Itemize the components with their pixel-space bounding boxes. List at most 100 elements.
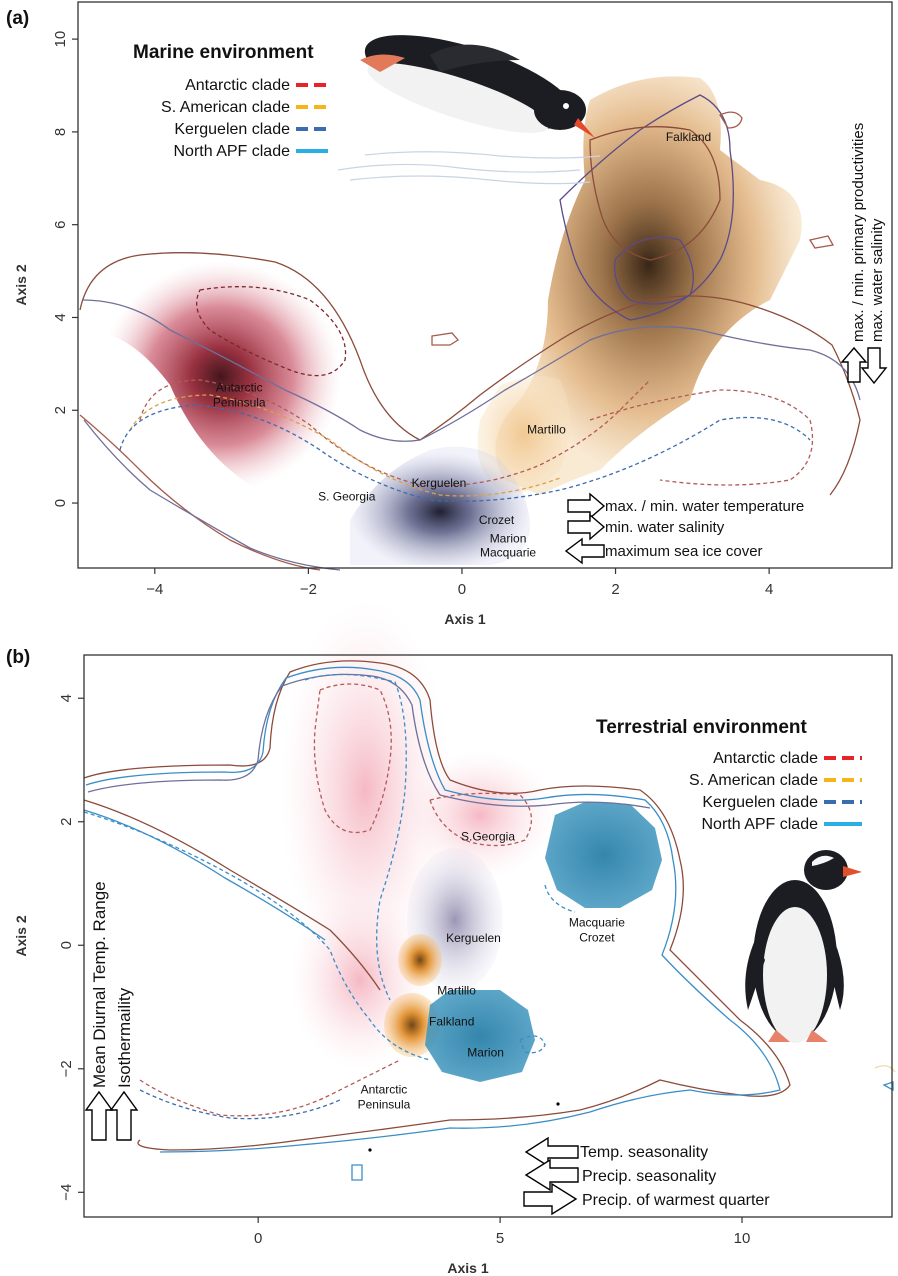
legend-label: S. American clade xyxy=(161,99,290,116)
contour-line xyxy=(882,1081,894,1092)
x-tick-label: 10 xyxy=(734,1230,751,1247)
contour-line xyxy=(79,414,321,571)
contour-line xyxy=(83,660,791,1151)
y-tick-label: −4 xyxy=(58,1184,75,1201)
y-tick-label: 2 xyxy=(58,818,75,826)
contour-line xyxy=(83,811,431,1061)
arrow-label-primary-productivities: max. / min. primary productivities xyxy=(850,123,867,342)
arrow-up-icon xyxy=(840,346,868,383)
contour-line xyxy=(589,126,721,261)
contour-line xyxy=(81,299,861,442)
region-label: Martillo xyxy=(437,984,476,998)
panel-a-axes: −4 −2 0 2 4 0 2 4 6 8 10 Axis 1 Axis 2 xyxy=(13,1,893,627)
region-label: Kerguelen xyxy=(412,476,467,490)
legend-label: S. American clade xyxy=(689,772,818,789)
legend-label: North APF clade xyxy=(174,143,291,160)
panel-b-legend: Antarctic clade S. American clade Kerguele… xyxy=(689,750,862,833)
legend-label: Antarctic clade xyxy=(185,77,290,94)
arrow-label-sea-ice-cover: maximum sea ice cover xyxy=(605,543,763,560)
y-tick-label: 0 xyxy=(52,499,69,507)
standing-penguin-image xyxy=(745,850,862,1043)
panel-a-density-regions xyxy=(100,76,802,565)
contour-line xyxy=(87,673,651,809)
panel-b-axes: 0 5 10 −4 −2 0 2 4 Axis 1 Axis 2 xyxy=(13,654,893,1276)
arrow-label-water-temperature: max. / min. water temperature xyxy=(605,498,804,515)
x-tick-label: −4 xyxy=(146,581,163,598)
panel-b-letter: (b) xyxy=(6,647,30,668)
y-tick-label: 4 xyxy=(58,694,75,702)
arrow-label-precip-warmest-quarter: Precip. of warmest quarter xyxy=(582,1192,770,1209)
region-label: Marion xyxy=(467,1045,504,1059)
legend-label: Kerguelen clade xyxy=(174,121,290,138)
panel-b-density-regions xyxy=(280,600,662,1082)
arrow-label-temp-seasonality: Temp. seasonality xyxy=(580,1144,708,1161)
panel-a-arrows: max. / min. water temperature min. water… xyxy=(564,123,888,565)
contour-line xyxy=(83,419,341,571)
region-label: Falkland xyxy=(666,130,711,144)
y-tick-label: 8 xyxy=(52,128,69,136)
antarctic-peninsula-density xyxy=(100,261,342,492)
contour-line xyxy=(83,809,326,941)
panel-a-legend: Antarctic clade S. American clade Kerguele… xyxy=(161,77,328,160)
arrow-label-max-water-salinity: max. water salinity xyxy=(869,218,886,342)
point-marker xyxy=(556,1102,560,1106)
panel-a-contours xyxy=(79,94,861,571)
arrow-label-precip-seasonality: Precip. seasonality xyxy=(582,1168,716,1185)
macquarie-crozet-density xyxy=(545,802,662,908)
y-tick-label: 0 xyxy=(58,941,75,949)
contour-line xyxy=(139,1059,401,1117)
contour-line xyxy=(544,884,576,913)
contour-line xyxy=(139,1089,341,1120)
contour-line xyxy=(613,236,694,305)
panel-a-letter: (a) xyxy=(6,8,29,29)
contour-line xyxy=(119,404,811,502)
arrow-right-icon xyxy=(567,513,606,541)
region-label: Macquarie xyxy=(480,545,536,559)
y-tick-label: 2 xyxy=(52,406,69,414)
plot-frame xyxy=(83,654,893,1218)
y-tick-label: −2 xyxy=(58,1060,75,1077)
contour-line xyxy=(874,1065,896,1073)
contour-line xyxy=(719,111,743,129)
martillo-density xyxy=(398,934,442,986)
s-georgia-kerguelen-density xyxy=(350,446,530,565)
contour-line xyxy=(139,379,651,487)
contour-line xyxy=(196,286,347,377)
panel-b-legend-title: Terrestrial environment xyxy=(596,717,808,738)
panel-b-region-labels: S.Georgia Macquarie Crozet Kerguelen Martill… xyxy=(358,829,626,1111)
contour-line xyxy=(83,799,381,991)
y-axis-title: Axis 2 xyxy=(13,915,29,956)
contour-line xyxy=(85,666,781,1153)
marion-density xyxy=(425,990,535,1082)
arrow-right-icon xyxy=(567,492,606,520)
region-label: Antarctic Peninsula xyxy=(358,1082,411,1111)
arrow-down-icon xyxy=(860,347,888,385)
contour-line xyxy=(559,94,734,321)
y-tick-label: 4 xyxy=(52,313,69,321)
legend-label: Kerguelen clade xyxy=(702,794,818,811)
y-tick-label: 6 xyxy=(52,221,69,229)
arrow-left-icon xyxy=(524,1136,579,1168)
contour-line xyxy=(429,792,532,847)
arrow-right-icon xyxy=(523,1182,578,1216)
x-axis-title: Axis 1 xyxy=(444,611,485,627)
panel-a-legend-title: Marine environment xyxy=(133,42,314,63)
x-tick-label: 0 xyxy=(458,581,466,598)
contour-line xyxy=(519,1035,546,1054)
arrow-up-icon xyxy=(109,1090,139,1141)
x-axis-title: Axis 1 xyxy=(447,1260,488,1276)
region-label: Antarctic Peninsula xyxy=(213,381,266,410)
region-label: Macquarie Crozet xyxy=(569,916,625,945)
y-tick-label: 10 xyxy=(52,31,69,48)
y-axis-title: Axis 2 xyxy=(13,264,29,305)
legend-label: Antarctic clade xyxy=(713,750,818,767)
contour-line xyxy=(313,683,392,834)
plot-frame xyxy=(77,1,893,569)
region-label: Marion xyxy=(490,531,527,545)
region-label: S.Georgia xyxy=(461,829,515,843)
region-label: Kerguelen xyxy=(446,931,501,945)
arrow-label-isothermality: Isothermaility xyxy=(115,987,134,1088)
region-label: Crozet xyxy=(479,513,515,527)
contour-line xyxy=(351,1164,363,1181)
